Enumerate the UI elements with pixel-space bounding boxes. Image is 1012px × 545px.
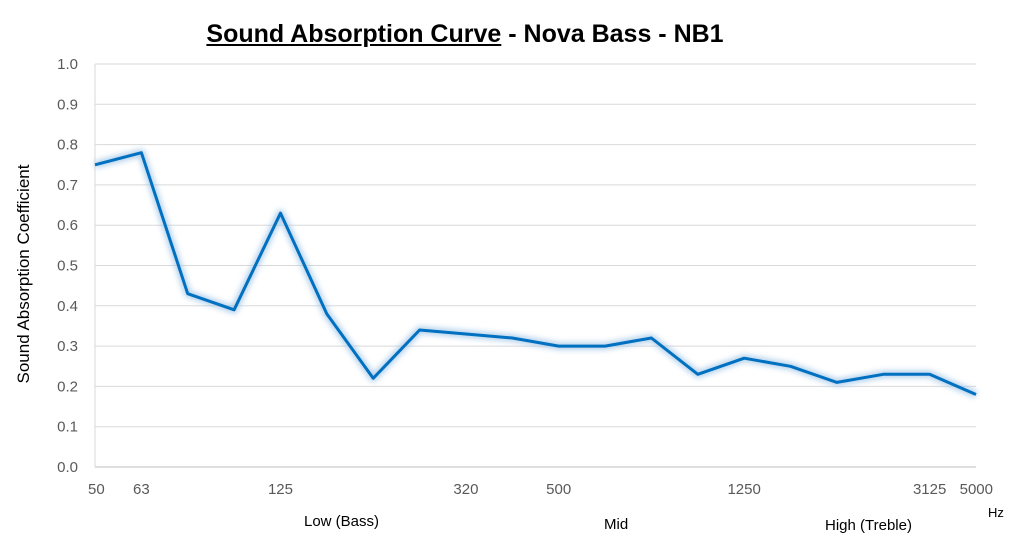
y-tick-label: 0.7 [57, 177, 78, 194]
y-tick-label: 0.2 [57, 378, 78, 395]
x-tick-label: 500 [546, 481, 571, 498]
x-tick-label: 125 [268, 481, 293, 498]
chart-title-main: Sound Absorption Curve [206, 20, 502, 48]
y-tick-label: 0.8 [57, 137, 78, 154]
x-tick-label: 63 [133, 481, 150, 498]
chart-title: Sound Absorption Curve - Nova Bass - NB1 [0, 20, 930, 49]
x-tick-label: 1250 [727, 481, 760, 498]
y-tick-label: 0.1 [57, 419, 78, 436]
band-label-low: Low (Bass) [304, 513, 380, 530]
x-axis-unit: Hz [988, 505, 1004, 520]
y-tick-label: 0.5 [57, 258, 78, 275]
y-tick-label: 1.0 [57, 56, 78, 73]
x-tick-label: 5000 [960, 481, 993, 498]
y-tick-label: 0.4 [57, 298, 78, 315]
series-line-glow [94, 149, 978, 398]
y-tick-label: 0.9 [57, 96, 78, 113]
x-tick-label: 320 [453, 481, 478, 498]
series-line [94, 151, 977, 396]
y-tick-label: 0.6 [57, 217, 78, 234]
band-label-high: High (Treble) [825, 517, 912, 534]
x-tick-label: 50 [88, 481, 105, 498]
y-tick-label: 0.3 [57, 338, 78, 355]
band-label-mid: Mid [604, 516, 629, 533]
x-tick-label: 3125 [913, 481, 946, 498]
y-tick-label: 0.0 [57, 459, 78, 476]
chart-title-sub: - Nova Bass - NB1 [501, 20, 724, 48]
